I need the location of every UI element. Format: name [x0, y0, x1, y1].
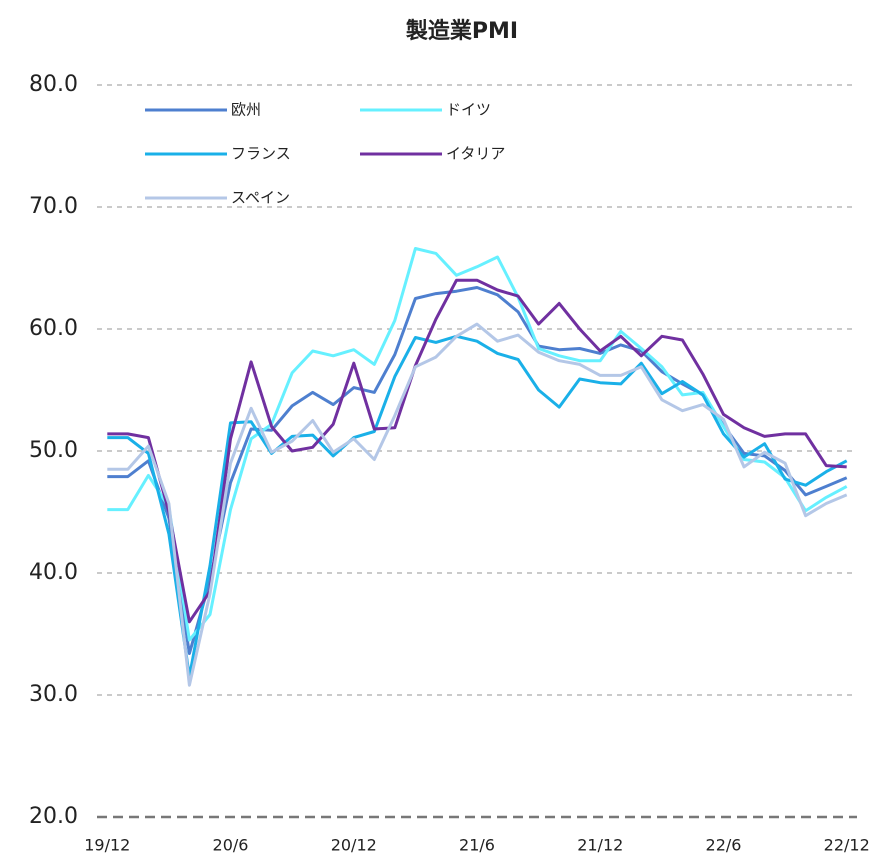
legend-label: 欧州	[231, 101, 261, 119]
series-line	[107, 334, 848, 679]
x-tick-label: 21/6	[459, 836, 495, 855]
y-tick-label: 80.0	[29, 72, 78, 97]
legend-label: フランス	[231, 145, 291, 163]
legend-label: スペイン	[231, 189, 290, 207]
y-tick-label: 20.0	[29, 804, 78, 829]
x-tick-label: 22/6	[706, 836, 742, 855]
x-tick-label: 20/12	[331, 836, 377, 855]
x-tick-label: 22/12	[824, 836, 870, 855]
legend-label: イタリア	[446, 145, 505, 163]
legend-label: ドイツ	[446, 101, 491, 119]
series-line	[107, 322, 848, 687]
x-tick-label: 20/6	[213, 836, 249, 855]
y-tick-label: 30.0	[29, 682, 78, 707]
x-tick-label: 19/12	[84, 836, 130, 855]
x-tick-label: 21/12	[577, 836, 623, 855]
chart-title: 製造業PMI	[405, 18, 518, 44]
series-line	[107, 278, 847, 624]
series-line	[107, 247, 848, 642]
y-tick-label: 60.0	[29, 316, 78, 341]
y-tick-label: 50.0	[29, 438, 78, 463]
y-tick-label: 70.0	[29, 194, 78, 219]
y-tick-label: 40.0	[29, 560, 78, 585]
